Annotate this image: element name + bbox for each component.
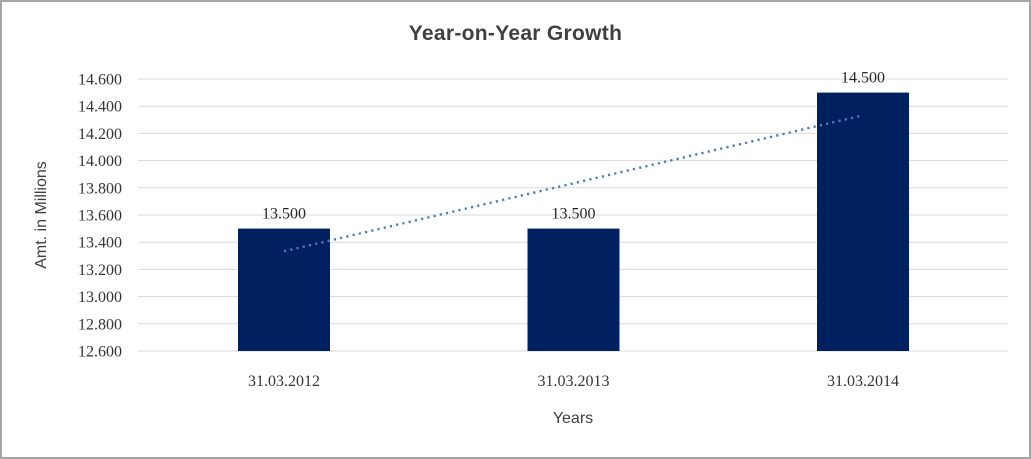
y-tick-label: 12.800 [78, 316, 122, 333]
y-tick-label: 14.000 [78, 153, 122, 170]
y-tick-label: 13.800 [78, 180, 122, 197]
bar [238, 228, 330, 351]
y-tick-label: 14.400 [78, 99, 122, 116]
x-tick-label: 31.03.2013 [538, 373, 610, 390]
y-tick-label: 12.600 [78, 344, 122, 361]
x-tick-label: 31.03.2012 [248, 373, 320, 390]
y-tick-label: 13.200 [78, 262, 122, 279]
y-tick-label: 13.400 [78, 235, 122, 252]
bar-value-label: 13.500 [262, 206, 306, 223]
bar [817, 92, 909, 351]
bar [527, 228, 620, 351]
y-tick-label: 14.600 [78, 72, 122, 89]
x-tick-label: 31.03.2014 [827, 373, 899, 390]
y-tick-label: 13.600 [78, 208, 122, 225]
chart-title: Year-on-Year Growth [408, 22, 623, 45]
x-axis-title: Years [552, 410, 594, 427]
bar-value-label: 13.500 [552, 206, 596, 223]
y-tick-label: 13.000 [78, 289, 122, 306]
bar-value-label: 14.500 [841, 70, 885, 87]
y-tick-label: 14.200 [78, 126, 122, 143]
